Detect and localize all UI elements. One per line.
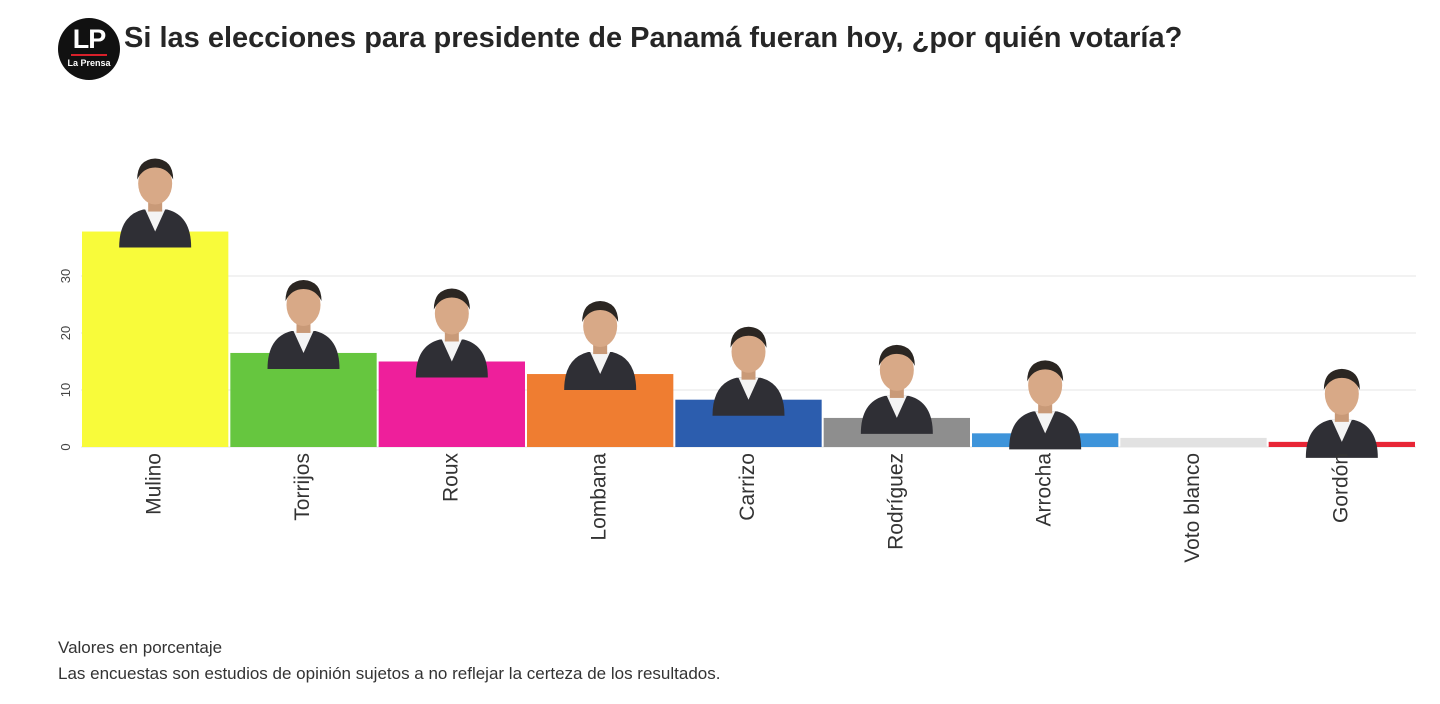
y-tick-labels: 0 10 20 30 bbox=[58, 269, 73, 451]
photo-face bbox=[1324, 372, 1359, 415]
logo-name: La Prensa bbox=[67, 58, 111, 68]
y-tick-label: 20 bbox=[58, 326, 73, 340]
photo-hair bbox=[137, 158, 174, 180]
logo-red-rule bbox=[71, 54, 107, 56]
photo-collar bbox=[1035, 411, 1056, 434]
photo-hair bbox=[433, 288, 470, 310]
bar-voto-blanco bbox=[1120, 437, 1267, 447]
photo-collar bbox=[886, 395, 907, 418]
category-label: Arrocha bbox=[1033, 453, 1056, 527]
candidate-photo-4 bbox=[712, 326, 785, 416]
candidate-photo-8 bbox=[1305, 368, 1378, 458]
category-label: Roux bbox=[439, 453, 462, 503]
la-prensa-logo: LP La Prensa bbox=[58, 18, 120, 80]
photo-collar bbox=[1331, 419, 1352, 442]
category-label: Gordón bbox=[1329, 453, 1352, 523]
photo-collar bbox=[590, 352, 611, 375]
photo-collar bbox=[145, 209, 166, 232]
photo-face bbox=[286, 283, 321, 326]
category-label: Torrijos bbox=[291, 453, 314, 521]
candidate-photo-6 bbox=[1009, 360, 1082, 450]
category-label: Lombana bbox=[588, 453, 611, 541]
logo-initials: LP bbox=[72, 24, 107, 54]
y-tick-label: 0 bbox=[58, 443, 73, 450]
units-note: Valores en porcentaje bbox=[58, 638, 223, 657]
photo-hair bbox=[285, 279, 322, 301]
photo-collar bbox=[441, 339, 462, 362]
bars bbox=[82, 231, 1415, 447]
photo-collar bbox=[293, 330, 314, 353]
category-label: Mulino bbox=[143, 453, 166, 515]
photo-hair bbox=[730, 326, 767, 348]
photo-collar bbox=[738, 377, 759, 400]
candidate-photo-1 bbox=[267, 279, 340, 369]
disclaimer-note: Las encuestas son estudios de opinión su… bbox=[58, 664, 721, 683]
photo-hair bbox=[582, 301, 619, 323]
photo-face bbox=[583, 305, 618, 348]
photo-hair bbox=[1323, 368, 1360, 390]
bar-chart: Mulino Torrijos Roux Lombana Carrizo Rodrígue… bbox=[58, 158, 1416, 563]
chart-title: Si las elecciones para presidente de Pan… bbox=[124, 22, 1183, 54]
category-labels: Mulino Torrijos Roux Lombana Carrizo Rodrígue… bbox=[143, 453, 1353, 563]
y-tick-label: 10 bbox=[58, 383, 73, 397]
candidate-photo-5 bbox=[860, 344, 933, 434]
bar-mulino bbox=[82, 231, 229, 447]
category-label: Carrizo bbox=[736, 453, 759, 521]
candidate-photo-2 bbox=[415, 288, 488, 378]
photo-face bbox=[138, 162, 173, 205]
candidate-photo-3 bbox=[564, 301, 637, 391]
photo-hair bbox=[878, 344, 915, 366]
photo-face bbox=[434, 292, 469, 335]
photo-face bbox=[879, 348, 914, 391]
category-label: Voto blanco bbox=[1181, 453, 1204, 563]
y-tick-label: 30 bbox=[58, 269, 73, 283]
photo-face bbox=[1028, 364, 1063, 407]
category-label: Rodríguez bbox=[884, 453, 907, 550]
photo-hair bbox=[1027, 360, 1064, 382]
candidate-photo-0 bbox=[119, 158, 192, 248]
candidate-photos bbox=[119, 158, 1378, 458]
photo-face bbox=[731, 330, 766, 373]
